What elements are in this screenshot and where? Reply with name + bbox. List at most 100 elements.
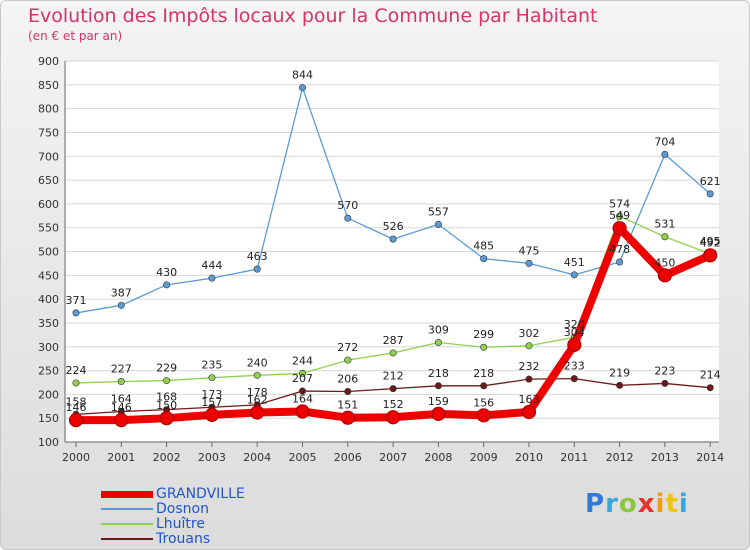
data-label-grandville: 159: [428, 395, 449, 408]
y-tick-label: 500: [38, 246, 59, 259]
data-label-grandville: 156: [473, 396, 494, 409]
data-label-grandville: 163: [519, 393, 540, 406]
y-tick-label: 250: [38, 365, 59, 378]
data-label-grandville: 164: [292, 393, 313, 406]
data-label-dosnon: 463: [247, 250, 268, 263]
data-label-trouans: 206: [337, 373, 358, 386]
data-label-trouans: 168: [156, 391, 177, 404]
y-tick-label: 450: [38, 269, 59, 282]
data-point-lhuitre: [163, 377, 171, 385]
data-point-grandville: [567, 337, 582, 352]
y-tick-label: 300: [38, 341, 59, 354]
data-label-lhuitre: 574: [609, 197, 630, 210]
x-tick-label: 2005: [289, 451, 317, 464]
data-label-trouans: 207: [292, 372, 313, 385]
data-label-lhuitre: 495: [700, 235, 721, 248]
data-point-lhuitre: [661, 233, 669, 241]
x-tick-label: 2009: [470, 451, 498, 464]
x-tick-label: 2006: [334, 451, 362, 464]
data-label-dosnon: 704: [654, 135, 675, 148]
data-label-trouans: 219: [609, 366, 630, 379]
chart-subtitle: (en € et par an): [28, 29, 123, 43]
data-point-dosnon: [117, 301, 125, 309]
legend-label-dosnon: Dosnon: [156, 501, 209, 517]
x-tick-label: 2001: [107, 451, 135, 464]
data-label-dosnon: 526: [383, 220, 404, 233]
y-tick-label: 900: [38, 55, 59, 68]
data-point-trouans: [616, 381, 624, 389]
data-label-trouans: 233: [564, 360, 585, 373]
x-tick-label: 2002: [153, 451, 181, 464]
x-tick-label: 2014: [696, 451, 724, 464]
data-label-trouans: 218: [428, 367, 449, 380]
data-point-lhuitre: [480, 343, 488, 351]
data-label-lhuitre: 302: [519, 327, 540, 340]
data-label-dosnon: 570: [337, 199, 358, 212]
data-label-grandville: 150: [156, 399, 177, 412]
data-point-grandville: [340, 410, 355, 425]
data-point-grandville: [476, 408, 491, 423]
y-tick-label: 650: [38, 174, 59, 187]
y-tick-label: 100: [38, 436, 59, 449]
data-point-dosnon: [661, 150, 669, 158]
y-tick-label: 750: [38, 126, 59, 139]
data-point-dosnon: [298, 84, 306, 92]
data-label-dosnon: 557: [428, 205, 449, 218]
data-point-grandville: [431, 406, 446, 422]
data-point-trouans: [434, 382, 442, 390]
data-label-trouans: 212: [383, 370, 404, 383]
data-label-layer: 146 146 150 157 162 164 151 152 159 156 163 304 549 4…: [66, 69, 721, 414]
y-tick-label: 400: [38, 293, 59, 306]
data-label-trouans: 232: [519, 360, 540, 373]
data-point-dosnon: [389, 235, 397, 243]
data-label-trouans: 223: [654, 364, 675, 377]
data-point-dosnon: [570, 271, 578, 279]
data-label-dosnon: 430: [156, 266, 177, 279]
x-tick-label: 2011: [560, 451, 588, 464]
legend-label-trouans: Trouans: [156, 531, 211, 547]
data-label-dosnon: 444: [201, 259, 222, 272]
data-point-trouans: [661, 379, 669, 387]
data-label-lhuitre: 299: [473, 328, 494, 341]
y-tick-label: 150: [38, 412, 59, 425]
x-tick-label: 2008: [424, 451, 452, 464]
data-label-grandville: 549: [609, 209, 630, 222]
x-tick-label: 2004: [243, 451, 271, 464]
data-label-lhuitre: 272: [337, 341, 358, 354]
data-label-grandville: 450: [654, 256, 675, 269]
data-label-lhuitre: 240: [247, 356, 268, 369]
y-tick-label: 850: [38, 79, 59, 92]
data-point-dosnon: [525, 259, 533, 267]
x-tick-label: 2003: [198, 451, 226, 464]
y-tick-label: 800: [38, 103, 59, 116]
axis-layer: 100 150 200 250 300 350 400 450 500 550 600 650 700 7…: [38, 55, 724, 464]
data-point-grandville: [657, 268, 673, 283]
data-point-lhuitre: [117, 378, 125, 386]
data-label-lhuitre: 227: [111, 363, 132, 376]
data-point-dosnon: [616, 258, 624, 266]
data-point-dosnon: [344, 214, 352, 222]
data-point-lhuitre: [298, 369, 306, 377]
data-point-grandville: [521, 404, 537, 420]
data-point-lhuitre: [616, 212, 624, 220]
data-point-grandville: [159, 411, 174, 426]
data-label-dosnon: 844: [292, 69, 313, 82]
legend-label-grandville: GRANDVILLE: [156, 486, 245, 502]
data-point-dosnon: [434, 220, 442, 228]
x-tick-label: 2012: [606, 451, 634, 464]
data-label-grandville: 304: [564, 326, 585, 339]
data-point-dosnon: [253, 265, 261, 273]
data-label-grandville: 146: [66, 401, 87, 414]
series-layer: [68, 84, 718, 428]
legend-swatch-grandville: [101, 491, 153, 498]
data-label-lhuitre: 224: [66, 364, 87, 377]
data-label-trouans: 173: [201, 388, 222, 401]
data-point-lhuitre: [434, 338, 442, 346]
data-point-lhuitre: [344, 356, 352, 364]
data-point-trouans: [480, 382, 488, 390]
x-tick-label: 2000: [62, 451, 90, 464]
y-tick-label: 700: [38, 150, 59, 163]
data-point-lhuitre: [72, 379, 80, 387]
